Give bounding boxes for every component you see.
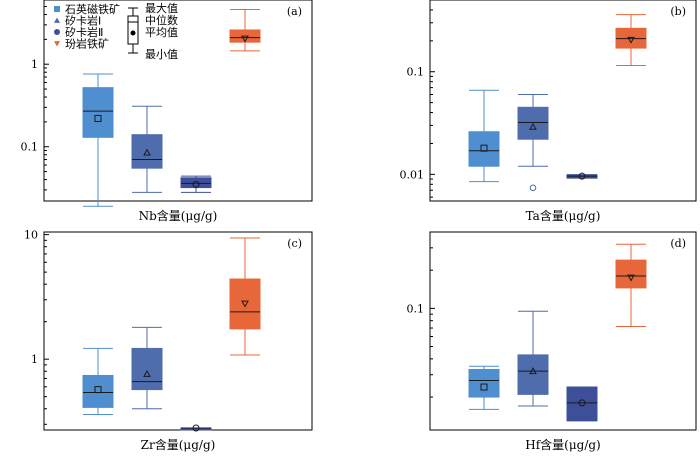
legend-marker <box>54 17 60 23</box>
box-iqr <box>82 374 114 408</box>
legend-marker <box>54 29 60 35</box>
mean-marker <box>241 35 249 43</box>
key-box <box>127 15 139 45</box>
mean-marker <box>241 300 249 308</box>
key-label-min: 最小值 <box>145 48 178 61</box>
mean-marker <box>480 383 488 391</box>
mean-marker <box>578 172 586 180</box>
chart-panel-3: 1 10 (c) Zr含量(μg/g) <box>24 229 313 452</box>
box-3 <box>180 424 212 432</box>
legend-entry: 矽卡岩Ⅰ <box>65 14 101 28</box>
y-tick-label: 1 <box>31 58 38 71</box>
box-iqr <box>131 347 163 391</box>
y-tick-label: 0.01 <box>400 168 425 181</box>
chart-panel-2: 0.01 0.1 (b) Ta含量(μg/g) <box>400 0 697 223</box>
mean-marker <box>480 144 488 152</box>
box-4 <box>229 237 261 356</box>
legend-entry: 玢岩铁矿 <box>65 37 109 51</box>
panel-label: (c) <box>287 237 302 250</box>
box-iqr <box>180 177 212 189</box>
chart-panel-4: 0.1 (d) Hf含量(μg/g) <box>407 231 697 452</box>
box-2 <box>517 93 549 192</box>
box-1 <box>468 89 500 183</box>
box-3 <box>566 386 598 422</box>
mean-marker <box>529 122 537 130</box>
box-4 <box>229 9 261 52</box>
box-1 <box>82 347 114 415</box>
mean-marker <box>192 424 200 432</box>
mean-marker <box>94 386 102 394</box>
key-mean-dot <box>130 30 136 36</box>
outlier-point <box>529 184 537 192</box>
box-1 <box>468 365 500 410</box>
legend-entry: 石英磁铁矿 <box>65 2 120 16</box>
box-2 <box>131 326 163 410</box>
chart-panel-1: 0.1 1 (a) Nb含量(μg/g) <box>21 0 313 223</box>
y-tick-label: 0.1 <box>407 66 425 79</box>
x-axis-label: Nb含量(μg/g) <box>139 208 218 223</box>
mean-marker <box>627 274 635 282</box>
key-label-mean: 平均值 <box>145 26 178 39</box>
y-tick-label: 1 <box>31 353 38 366</box>
box-3 <box>566 172 598 180</box>
box-iqr <box>229 278 261 330</box>
mean-marker <box>143 369 151 377</box>
box-2 <box>131 105 163 193</box>
box-2 <box>517 310 549 407</box>
y-tick-label: 0.1 <box>407 302 425 315</box>
panel-label: (b) <box>670 5 686 18</box>
x-axis-label: Hf含量(μg/g) <box>525 437 600 452</box>
box-iqr <box>566 386 598 422</box>
y-tick-label: 10 <box>24 229 38 242</box>
box-3 <box>180 175 212 193</box>
box-iqr <box>517 354 549 395</box>
plot-frame <box>429 231 697 431</box>
x-axis-label: Zr含量(μg/g) <box>141 437 216 452</box>
plot-frame <box>43 0 313 202</box>
box-iqr <box>82 87 114 138</box>
panel-label: (d) <box>670 237 686 250</box>
y-tick-label: 0.1 <box>21 141 39 154</box>
legend-entry: 矽卡岩Ⅱ <box>65 25 103 39</box>
box-1 <box>82 73 114 207</box>
mean-marker <box>143 148 151 156</box>
mean-marker <box>627 36 635 44</box>
key-label-median: 中位数 <box>145 13 178 27</box>
x-axis-label: Ta含量(μg/g) <box>526 208 601 223</box>
plot-frame <box>429 0 697 202</box>
box-4 <box>615 243 647 327</box>
legend-marker <box>54 41 60 47</box>
box-iqr <box>468 368 500 398</box>
box-iqr <box>131 134 163 169</box>
mean-marker <box>192 180 200 188</box>
legend-marker <box>54 6 60 12</box>
mean-marker <box>94 114 102 122</box>
mean-marker <box>529 367 537 375</box>
box-4 <box>615 14 647 67</box>
box-iqr <box>468 131 500 167</box>
plot-frame <box>43 231 313 431</box>
key-label-max: 最大值 <box>145 1 178 15</box>
box-iqr <box>615 259 647 289</box>
panel-label: (a) <box>287 5 302 18</box>
mean-marker <box>578 399 586 407</box>
